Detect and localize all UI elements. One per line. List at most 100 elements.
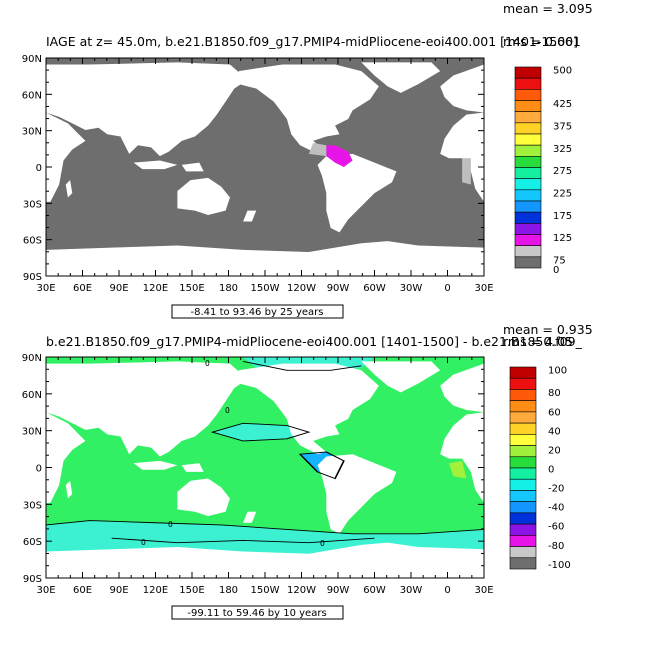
colorbar-swatch bbox=[509, 490, 537, 502]
x-tick-label: 120W bbox=[287, 585, 316, 596]
colorbar-swatch bbox=[514, 211, 542, 224]
colorbar-label: 375 bbox=[553, 122, 572, 133]
panel-1-y-axis: 90N 60N 30N 0 30S 60S 90S bbox=[22, 54, 484, 283]
y-tick-label: 30S bbox=[23, 199, 42, 210]
colorbar-swatch bbox=[514, 144, 542, 157]
colorbar-swatch bbox=[514, 223, 542, 235]
colorbar-label: 0 bbox=[553, 265, 559, 276]
colorbar-swatch bbox=[514, 89, 542, 101]
x-tick-label: 150W bbox=[251, 585, 280, 596]
colorbar-label: 40 bbox=[548, 426, 561, 437]
contour-label: 0 bbox=[141, 538, 146, 547]
x-tick-label: 120W bbox=[287, 283, 316, 294]
x-tick-label: 90E bbox=[109, 585, 128, 596]
panel-1-high-age-patch bbox=[326, 145, 353, 167]
colorbar-swatch bbox=[514, 122, 542, 135]
colorbar-swatch bbox=[509, 467, 537, 480]
colorbar-swatch bbox=[514, 77, 542, 90]
contour-label: 0 bbox=[205, 359, 210, 368]
y-tick-label: 90S bbox=[23, 272, 42, 283]
colorbar-swatch bbox=[514, 66, 542, 79]
x-tick-label: 60W bbox=[363, 283, 386, 294]
colorbar-swatch bbox=[514, 200, 542, 213]
x-tick-label: 0 bbox=[444, 283, 450, 294]
colorbar-swatch bbox=[509, 512, 537, 525]
panel-1-mean: mean = 3.095 bbox=[503, 1, 593, 16]
x-tick-label: 90W bbox=[327, 585, 350, 596]
colorbar-label: -100 bbox=[548, 560, 571, 571]
panel-1-shelf-patch-africa bbox=[462, 158, 471, 185]
y-tick-label: 90N bbox=[22, 353, 42, 364]
x-tick-label: 150E bbox=[179, 283, 204, 294]
panel-1-rms: rms = 0.661 bbox=[503, 34, 581, 49]
x-tick-label: 90W bbox=[327, 283, 350, 294]
colorbar-swatch bbox=[509, 501, 537, 514]
colorbar-swatch bbox=[514, 111, 542, 124]
colorbar-swatch bbox=[514, 156, 542, 168]
contour-label: 0 bbox=[168, 520, 173, 529]
y-tick-label: 30N bbox=[22, 427, 42, 438]
panel-2-colorbar: 100 80 60 40 20 0 -20 -40 -60 -80 -100 bbox=[509, 366, 571, 571]
colorbar-label: 100 bbox=[548, 366, 567, 377]
y-tick-label: 60S bbox=[23, 537, 42, 548]
x-tick-label: 30E bbox=[36, 283, 55, 294]
panel-1-colorbar: 500 425 375 325 275 225 175 125 750 bbox=[514, 66, 572, 276]
colorbar-label: 325 bbox=[553, 144, 572, 155]
colorbar-swatch bbox=[509, 422, 537, 435]
colorbar-swatch bbox=[509, 523, 537, 536]
colorbar-label: 80 bbox=[548, 388, 561, 399]
colorbar-swatch bbox=[509, 400, 537, 413]
y-tick-label: 90N bbox=[22, 54, 42, 65]
x-tick-label: 120E bbox=[143, 283, 168, 294]
colorbar-swatch bbox=[514, 167, 542, 179]
contour-label: 0 bbox=[320, 539, 325, 548]
panel-2-x-axis: 30E 60E 90E 120E 150E 180 150W 120W 90W 60W 30W 0 30… bbox=[36, 357, 494, 596]
panel-2-north-pacific-anomaly bbox=[212, 423, 309, 441]
x-tick-label: 30W bbox=[400, 283, 423, 294]
colorbar-label: 225 bbox=[553, 189, 572, 200]
colorbar-label: 0 bbox=[548, 464, 554, 475]
colorbar-label: 275 bbox=[553, 166, 572, 177]
x-tick-label: 30E bbox=[474, 283, 493, 294]
y-tick-label: 0 bbox=[36, 163, 42, 174]
colorbar-label: 20 bbox=[548, 445, 561, 456]
x-tick-label: 0 bbox=[444, 585, 450, 596]
y-tick-label: 90S bbox=[23, 574, 42, 585]
x-tick-label: 150W bbox=[251, 283, 280, 294]
x-tick-label: 180 bbox=[219, 585, 238, 596]
panel-2-title: b.e21.B1850.f09_g17.PMIP4-midPliocene-eo… bbox=[46, 334, 583, 349]
colorbar-label: 175 bbox=[553, 211, 572, 222]
panel-1-x-axis: 30E 60E 90E 120E 150E 180 150W 120W 90W 60W 30W 0 30… bbox=[36, 58, 494, 294]
colorbar-label: 425 bbox=[553, 99, 572, 110]
panel-1-title: IAGE at z= 45.0m, b.e21.B1850.f09_g17.PM… bbox=[46, 34, 578, 49]
contour-label: 0 bbox=[225, 406, 230, 415]
colorbar-swatch bbox=[509, 411, 537, 424]
y-tick-label: 30S bbox=[23, 500, 42, 511]
panel-2-positive-patch bbox=[448, 460, 467, 479]
colorbar-swatch bbox=[509, 389, 537, 401]
colorbar-swatch bbox=[509, 377, 537, 390]
colorbar-label: -60 bbox=[548, 522, 564, 533]
colorbar-swatch bbox=[514, 234, 542, 246]
panel-2-y-axis: 90N 60N 30N 0 30S 60S 90S bbox=[22, 353, 484, 585]
panel-1-shelf-patch bbox=[308, 143, 327, 157]
panel-2-range-label: -99.11 to 59.46 by 10 years bbox=[187, 608, 326, 619]
colorbar-swatch bbox=[514, 133, 542, 146]
colorbar-swatch bbox=[509, 456, 537, 469]
colorbar-label: 500 bbox=[553, 66, 572, 77]
colorbar-swatch bbox=[509, 535, 537, 547]
x-tick-label: 120E bbox=[143, 585, 168, 596]
y-tick-label: 60S bbox=[23, 236, 42, 247]
colorbar-label: -80 bbox=[548, 541, 564, 552]
x-tick-label: 30W bbox=[400, 585, 423, 596]
colorbar-label: 125 bbox=[553, 233, 572, 244]
colorbar-label: 60 bbox=[548, 407, 561, 418]
x-tick-label: 150E bbox=[179, 585, 204, 596]
panel-2-mean: mean = 0.935 bbox=[503, 322, 593, 337]
colorbar-swatch bbox=[509, 478, 537, 491]
colorbar-label: -20 bbox=[548, 484, 564, 495]
panel-1-range-label: -8.41 to 93.46 by 25 years bbox=[191, 307, 324, 318]
x-tick-label: 60W bbox=[363, 585, 386, 596]
x-tick-label: 180 bbox=[219, 283, 238, 294]
